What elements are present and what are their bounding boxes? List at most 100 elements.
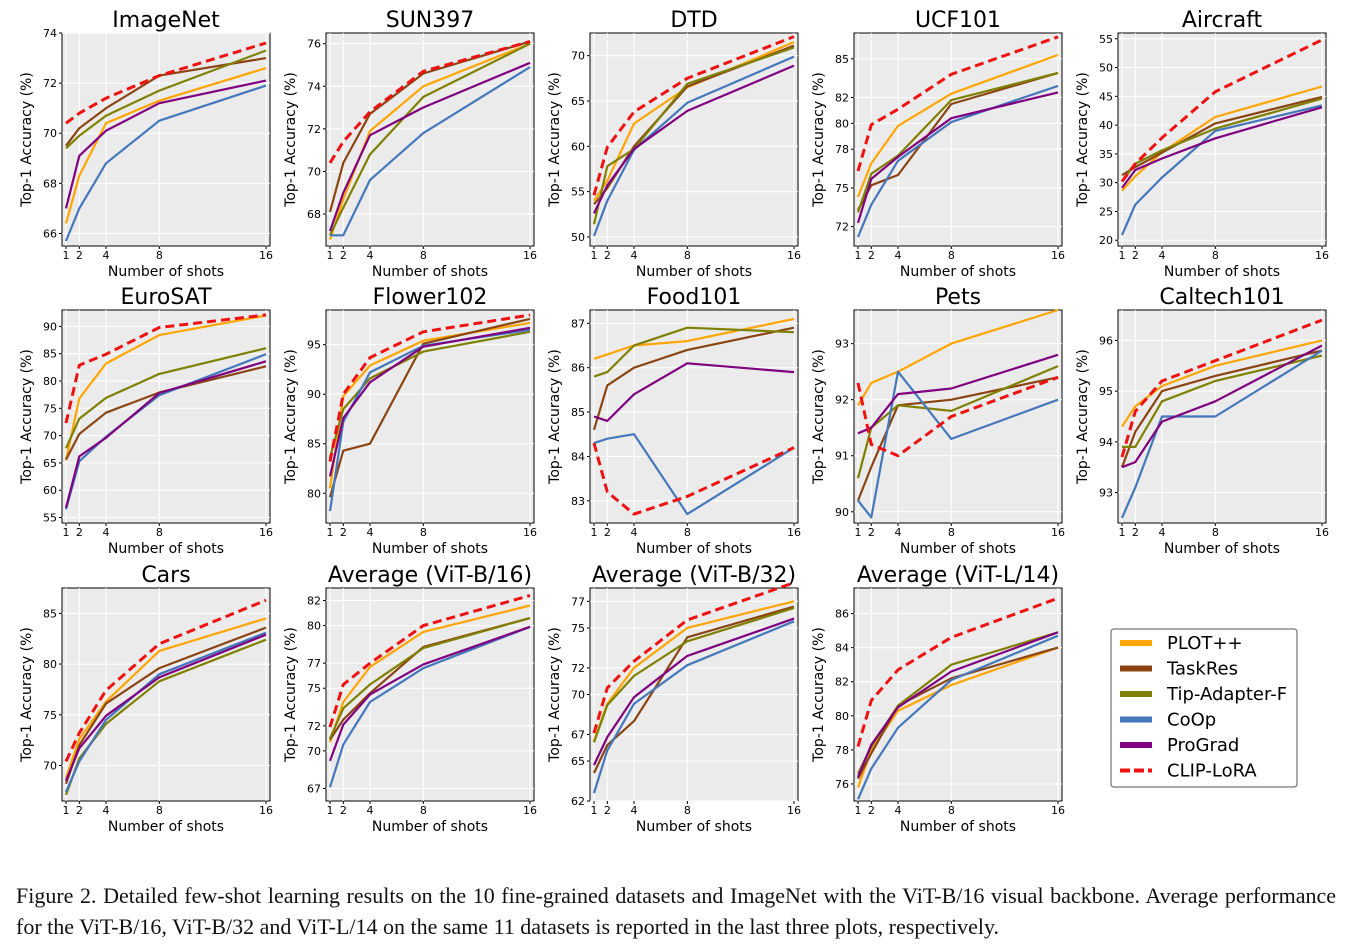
x-tick-label: 2: [868, 526, 875, 539]
legend-label-taskres: TaskRes: [1166, 659, 1238, 680]
x-tick-label: 16: [259, 526, 273, 539]
y-tick-label: 30: [1099, 177, 1113, 190]
y-tick-label: 50: [571, 231, 585, 244]
x-axis-label: Number of shots: [108, 541, 224, 557]
series-line-coop: [856, 634, 1059, 800]
y-tick-label: 85: [571, 406, 585, 419]
y-tick-label: 60: [571, 140, 585, 153]
series-line-coop: [593, 433, 795, 516]
x-tick-label: 1: [63, 526, 70, 539]
y-tick-label: 74: [307, 80, 321, 93]
x-tick-label: 8: [684, 249, 691, 262]
series-line-clip-lora: [856, 596, 1059, 747]
y-tick-label: 70: [571, 689, 585, 702]
plot-area: [61, 309, 271, 524]
y-tick-label: 75: [43, 709, 57, 722]
series-line-prograd: [64, 360, 267, 508]
series-line-tip-adapter-f: [328, 617, 531, 739]
series-line-plot: [64, 67, 267, 224]
series-line-clip-lora: [1120, 318, 1323, 458]
x-tick-label: 8: [156, 526, 163, 539]
x-tick-label: 2: [340, 526, 347, 539]
y-tick-label: 74: [43, 27, 57, 40]
series-line-prograd: [328, 326, 531, 477]
chart-title: Average (ViT-B/32): [592, 563, 796, 588]
y-tick-label: 83: [571, 495, 585, 508]
series-line-clip-lora: [592, 35, 795, 196]
y-tick-label: 80: [835, 117, 849, 130]
x-tick-label: 16: [259, 804, 273, 817]
y-tick-label: 55: [1099, 33, 1113, 46]
series-line-coop: [1120, 104, 1323, 236]
chart-flower102: 1 2 4 8 16 80 85 90 95 Flower102 Number of shots To…: [283, 285, 537, 557]
y-tick-label: 68: [43, 177, 57, 190]
x-tick-label: 1: [63, 804, 70, 817]
x-tick-label: 2: [604, 526, 611, 539]
x-tick-label: 8: [420, 249, 427, 262]
x-axis-label: Number of shots: [900, 264, 1016, 280]
series-line-tip-adapter-f: [64, 347, 267, 449]
y-tick-label: 70: [43, 430, 57, 443]
series-line-tip-adapter-f: [1122, 354, 1323, 448]
x-tick-label: 2: [76, 249, 83, 262]
y-tick-label: 86: [835, 608, 849, 621]
y-tick-label: 86: [571, 362, 585, 375]
x-tick-label: 16: [1051, 804, 1065, 817]
legend-label-prograd: ProGrad: [1167, 735, 1239, 756]
legend-label-clip-lora: CLIP-LoRA: [1167, 761, 1257, 782]
series-line-clip-lora: [328, 594, 531, 728]
x-tick-label: 1: [591, 526, 598, 539]
y-tick-label: 50: [1099, 62, 1113, 75]
y-tick-label: 90: [307, 388, 321, 401]
y-tick-label: 90: [835, 506, 849, 519]
x-tick-label: 8: [684, 526, 691, 539]
chart-title: DTD: [670, 8, 717, 33]
x-tick-label: 8: [420, 526, 427, 539]
series-line-tip-adapter-f: [328, 330, 531, 458]
series-line-taskres: [592, 326, 795, 431]
chart-title: Average (ViT-B/16): [328, 563, 532, 588]
y-tick-label: 85: [43, 607, 57, 620]
y-tick-label: 72: [43, 77, 57, 90]
series-line-taskres: [65, 57, 267, 147]
x-tick-label: 2: [76, 526, 83, 539]
legend-label-tip-adapter-f: Tip-Adapter-F: [1166, 684, 1287, 705]
y-tick-label: 84: [571, 450, 585, 463]
x-tick-label: 4: [103, 526, 110, 539]
y-tick-label: 70: [571, 50, 585, 63]
y-axis-label: Top-1 Accuracy (%): [283, 72, 299, 208]
x-tick-label: 4: [103, 249, 110, 262]
chart-title: Food101: [647, 285, 742, 310]
x-tick-label: 16: [259, 249, 273, 262]
x-tick-label: 16: [523, 804, 537, 817]
series-line-plot: [64, 314, 267, 461]
x-axis-label: Number of shots: [108, 819, 224, 835]
y-axis-label: Top-1 Accuracy (%): [1075, 349, 1091, 485]
y-tick-label: 25: [1099, 205, 1113, 218]
series-line-taskres: [65, 365, 267, 461]
x-axis-label: Number of shots: [1164, 264, 1280, 280]
y-tick-label: 35: [1099, 148, 1113, 161]
series-line-clip-lora: [592, 581, 795, 734]
y-tick-label: 75: [571, 622, 585, 635]
legend-box: [1110, 628, 1298, 788]
series-line-prograd: [593, 617, 795, 766]
x-tick-label: 2: [604, 804, 611, 817]
series-line-clip-lora: [1120, 38, 1323, 183]
y-axis-label: Top-1 Accuracy (%): [283, 349, 299, 485]
x-tick-label: 1: [327, 526, 334, 539]
x-axis-label: Number of shots: [372, 819, 488, 835]
y-axis-label: Top-1 Accuracy (%): [19, 627, 35, 763]
y-tick-label: 72: [307, 123, 321, 136]
y-tick-label: 94: [1099, 436, 1113, 449]
plot-area: [589, 32, 799, 247]
y-tick-label: 85: [307, 438, 321, 451]
x-axis-label: Number of shots: [372, 264, 488, 280]
chart-average-vit-b-16: 1 2 4 8 16 67 70 72 75 77 80 82 Average (ViT-B/16) Nu…: [283, 563, 537, 835]
y-axis-label: Top-1 Accuracy (%): [19, 72, 35, 208]
series-line-coop: [64, 631, 267, 793]
figure-caption: Figure 2. Detailed few-shot learning res…: [16, 883, 1336, 939]
x-tick-label: 1: [855, 526, 862, 539]
x-tick-label: 4: [1159, 526, 1166, 539]
